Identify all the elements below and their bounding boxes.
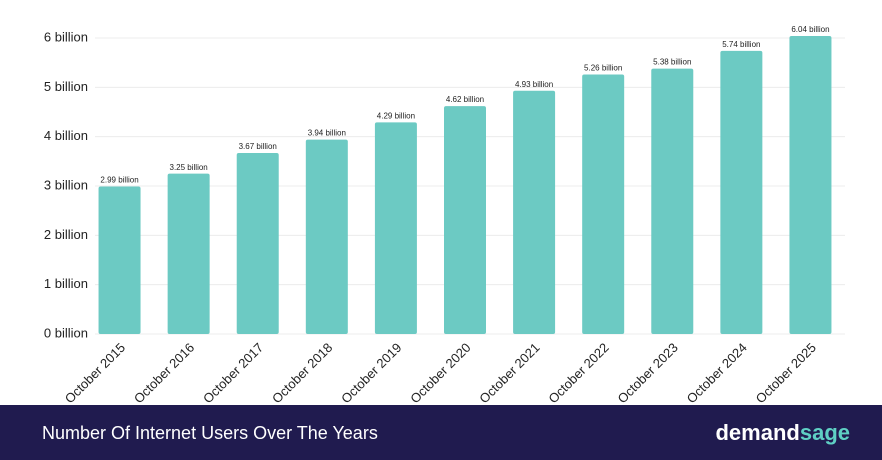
y-tick-label: 2 billion bbox=[44, 227, 88, 242]
bar bbox=[582, 74, 625, 335]
x-tick-label: October 2025 bbox=[753, 340, 819, 406]
value-label: 5.38 billion bbox=[653, 58, 691, 67]
bar bbox=[720, 50, 763, 335]
y-tick-label: 4 billion bbox=[44, 128, 88, 143]
x-tick-label: October 2023 bbox=[615, 340, 681, 406]
y-tick-label: 5 billion bbox=[44, 79, 88, 94]
bar bbox=[167, 173, 210, 334]
x-tick-label: October 2017 bbox=[200, 340, 266, 406]
value-label: 4.62 billion bbox=[446, 95, 484, 104]
y-tick-label: 0 billion bbox=[44, 325, 88, 340]
x-tick-label: October 2021 bbox=[476, 340, 542, 406]
bar bbox=[513, 90, 556, 334]
x-tick-label: October 2019 bbox=[338, 340, 404, 406]
y-tick-label: 3 billion bbox=[44, 177, 88, 192]
footer-band bbox=[0, 405, 882, 460]
value-label: 5.26 billion bbox=[584, 64, 622, 73]
brand-first: demand bbox=[715, 420, 799, 445]
bar bbox=[305, 139, 348, 334]
x-tick-label: October 2018 bbox=[269, 340, 335, 406]
value-label: 3.67 billion bbox=[239, 142, 277, 151]
bar bbox=[444, 106, 486, 334]
chart-title: Number Of Internet Users Over The Years bbox=[42, 423, 378, 443]
brand-logo: demandsage bbox=[715, 420, 850, 445]
x-tick-label: October 2024 bbox=[684, 340, 750, 406]
value-label: 6.04 billion bbox=[791, 25, 829, 34]
y-tick-label: 6 billion bbox=[44, 29, 88, 44]
value-label: 2.99 billion bbox=[100, 176, 138, 185]
x-tick-label: October 2016 bbox=[131, 340, 197, 406]
brand-second: sage bbox=[800, 420, 850, 445]
value-label: 3.94 billion bbox=[308, 129, 346, 138]
value-label: 4.93 billion bbox=[515, 80, 553, 89]
bar bbox=[374, 122, 417, 334]
bar bbox=[236, 152, 279, 334]
value-label: 3.25 billion bbox=[170, 163, 208, 172]
bar bbox=[651, 68, 694, 334]
x-tick-label: October 2015 bbox=[62, 340, 128, 406]
y-tick-label: 1 billion bbox=[44, 276, 88, 291]
x-tick-label: October 2022 bbox=[545, 340, 611, 406]
bar bbox=[789, 36, 832, 334]
x-tick-label: October 2020 bbox=[407, 340, 473, 406]
bar bbox=[98, 186, 141, 334]
value-label: 4.29 billion bbox=[377, 111, 415, 120]
value-label: 5.74 billion bbox=[722, 40, 760, 49]
